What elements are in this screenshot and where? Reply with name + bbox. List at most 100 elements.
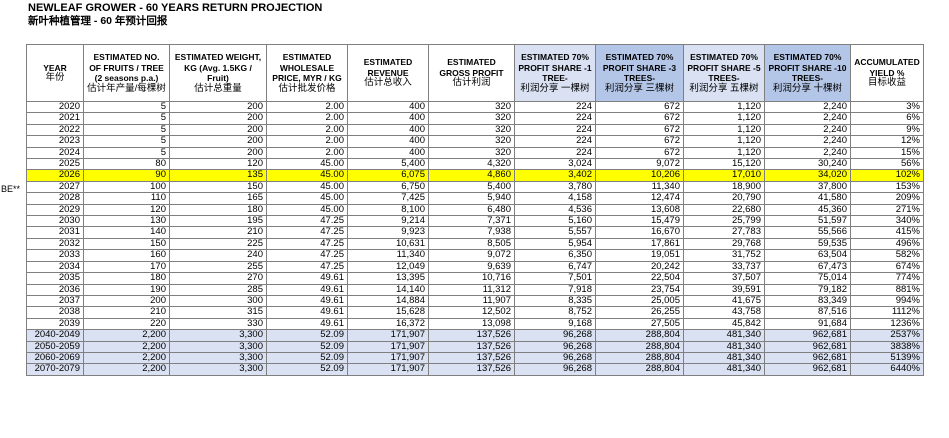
table-row: 2033 160 240 47.25 11,340 9,072 6,350 19,051 31,… [26, 249, 924, 262]
table-cell: 120 [169, 158, 267, 171]
table-row: 2037 200 300 49.61 14,884 11,907 8,335 25,005 41… [26, 294, 924, 308]
table-cell: 31,752 [683, 249, 765, 262]
table-cell: 200 [169, 112, 267, 125]
table-cell: 4,158 [514, 192, 596, 205]
table-cell: 37,800 [764, 180, 851, 194]
column-header-en: ESTIMATED WHOLESALE PRICE, MYR / KG [272, 52, 342, 83]
table-cell: 20,790 [683, 192, 765, 205]
column-header: ESTIMATED REVENUE 估计总收入 [347, 44, 429, 102]
table-cell: 672 [595, 146, 684, 160]
column-header-en: ESTIMATED 70% PROFIT SHARE -10 TREES- [768, 52, 847, 83]
table-cell: 2,200 [83, 329, 170, 342]
table-cell: 2026 [26, 169, 84, 182]
table-cell: 5,400 [428, 180, 515, 194]
table-cell: 34,020 [764, 169, 851, 182]
table-cell: 56% [850, 158, 924, 171]
table-cell: 2034 [26, 260, 84, 274]
table-cell: 9,168 [514, 317, 596, 331]
table-cell: 15,479 [595, 215, 684, 228]
table-cell: 5,160 [514, 215, 596, 228]
table-cell: 210 [169, 226, 267, 239]
column-header-zh: 估计总收入 [364, 77, 412, 89]
table-cell: 180 [83, 272, 170, 285]
table-row: 2034 170 255 47.25 12,049 9,639 6,747 20,242 33,… [26, 260, 924, 274]
table-cell: 96,268 [514, 351, 596, 365]
table-cell: 2035 [26, 272, 84, 285]
table-row: 2022 5 200 2.00 400 320 224 672 1,120 2,240 9% [26, 123, 924, 137]
table-cell: 43,758 [683, 306, 765, 319]
table-cell: 2038 [26, 306, 84, 319]
table-cell: 3,300 [169, 351, 267, 365]
table-cell: 100 [83, 180, 170, 194]
table-row: 2060-2069 2,200 3,300 52.09 171,907 137,526 96… [26, 351, 924, 365]
table-cell: 674% [850, 260, 924, 274]
table-cell: 220 [83, 317, 170, 331]
table-cell: 8,335 [514, 294, 596, 308]
table-cell: 5 [83, 100, 170, 114]
table-cell: 2,200 [83, 363, 170, 376]
table-row: 2026 90 135 45.00 6,075 4,860 3,402 10,206 17,01… [26, 169, 924, 182]
column-header-zh: 估计总重量 [194, 82, 242, 94]
table-cell: 9,639 [428, 260, 515, 274]
table-cell: 315 [169, 306, 267, 319]
table-cell: 271% [850, 203, 924, 217]
column-header: ESTIMATED 70% PROFIT SHARE -1 TREE- 利润分享 … [514, 44, 596, 102]
table-cell: 13,098 [428, 317, 515, 331]
table-cell: 320 [428, 112, 515, 125]
column-header-zh: 估计年产量/每棵树 [87, 82, 166, 94]
table-cell: 1,120 [683, 100, 765, 114]
table-cell: 49.61 [266, 294, 348, 308]
column-header: ACCUMULATED YIELD % 目标收益 [850, 44, 924, 102]
table-cell: 6% [850, 112, 924, 125]
column-header: ESTIMATED NO. OF FRUITS / TREE (2 season… [83, 44, 170, 102]
table-cell: 6440% [850, 363, 924, 376]
table-cell: 30,240 [764, 158, 851, 171]
table-row: 2036 190 285 49.61 14,140 11,312 7,918 23,754 39… [26, 283, 924, 296]
table-cell: 29,768 [683, 237, 765, 251]
table-cell: 51,597 [764, 215, 851, 228]
table-cell: 2.00 [266, 100, 348, 114]
table-cell: 1,120 [683, 135, 765, 148]
table-cell: 224 [514, 100, 596, 114]
table-cell: 12% [850, 135, 924, 148]
table-cell: 2,200 [83, 340, 170, 353]
table-cell: 59,535 [764, 237, 851, 251]
table-cell: 23,754 [595, 283, 684, 296]
table-cell: 45.00 [266, 192, 348, 205]
table-cell: 2027 [26, 180, 84, 194]
table-cell: 481,340 [683, 363, 765, 376]
table-cell: 41,580 [764, 192, 851, 205]
column-header: ESTIMATED WEIGHT, KG (Avg. 1.5KG / Fruit… [169, 44, 267, 102]
table-cell: 2023 [26, 135, 84, 148]
table-cell: 1,120 [683, 112, 765, 125]
table-cell: 80 [83, 158, 170, 171]
column-header: ESTIMATED 70% PROFIT SHARE -3 TREES- 利润分享… [595, 44, 684, 102]
table-cell: 3,780 [514, 180, 596, 194]
table-cell: 5,557 [514, 226, 596, 239]
table-cell: 110 [83, 192, 170, 205]
table-cell: 45,842 [683, 317, 765, 331]
table-cell: 11,312 [428, 283, 515, 296]
table-cell: 255 [169, 260, 267, 274]
table-cell: 2020 [26, 100, 84, 114]
table-cell: 6,350 [514, 249, 596, 262]
table-cell: 19,051 [595, 249, 684, 262]
table-cell: 400 [347, 123, 429, 137]
table-cell: 79,182 [764, 283, 851, 296]
table-cell: 22,680 [683, 203, 765, 217]
table-cell: 200 [169, 146, 267, 160]
table-cell: 96,268 [514, 363, 596, 376]
table-cell: 15% [850, 146, 924, 160]
table-cell: 5 [83, 123, 170, 137]
table-cell: 49.61 [266, 272, 348, 285]
table-cell: 320 [428, 123, 515, 137]
table-cell: 180 [169, 203, 267, 217]
table-cell: 2024 [26, 146, 84, 160]
table-cell: 400 [347, 146, 429, 160]
table-cell: 18,900 [683, 180, 765, 194]
table-cell: 16,670 [595, 226, 684, 239]
table-cell: 3,300 [169, 329, 267, 342]
table-cell: 340% [850, 215, 924, 228]
header-row: YEAR 年份 ESTIMATED NO. OF FRUITS / TREE (2 … [26, 44, 924, 102]
table-cell: 481,340 [683, 351, 765, 365]
